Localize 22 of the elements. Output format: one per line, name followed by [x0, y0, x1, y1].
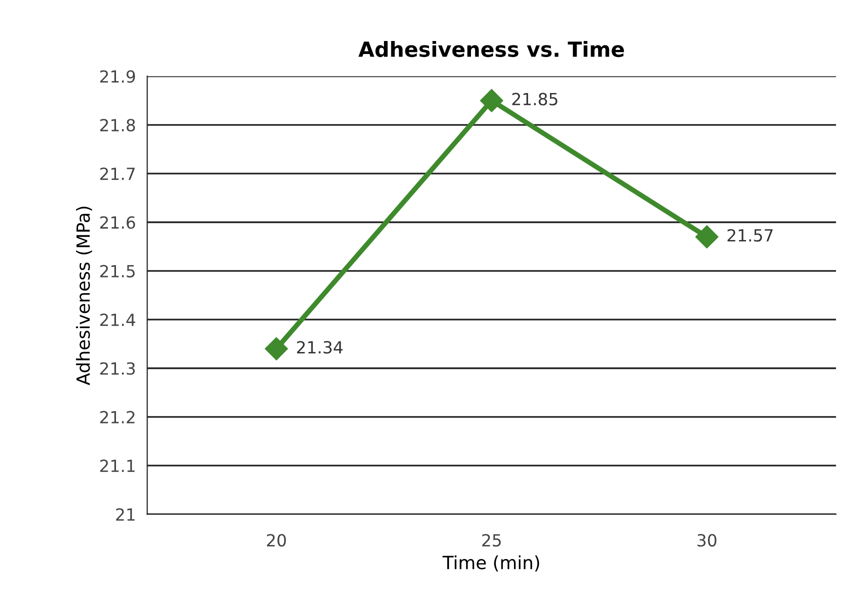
y-tick-label: 21.8	[100, 118, 135, 132]
x-tick-label: 20	[267, 534, 286, 547]
x-tick-label: 25	[482, 534, 501, 547]
y-tick-label: 21.6	[100, 216, 136, 229]
chart-title: Adhesiveness vs. Time	[358, 40, 624, 58]
y-axis-title: Adhesiveness (MPa)	[76, 206, 92, 386]
x-tick-label: 30	[698, 534, 716, 547]
y-tick-label: 21.4	[100, 314, 136, 326]
y-tick-label: 21	[116, 508, 135, 521]
y-tick-label: 21.2	[100, 410, 134, 424]
y-tick-label: 21.9	[100, 70, 135, 83]
point	[695, 225, 718, 248]
data-label: 21.57	[728, 229, 773, 242]
y-tick-label: 21.7	[100, 168, 135, 180]
y-tick-label: 21.5	[100, 264, 135, 278]
data-label: 21.34	[297, 341, 343, 354]
x-axis-title: Time (min)	[442, 555, 540, 572]
point	[264, 337, 288, 360]
y-tick-label: 21.3	[100, 362, 135, 375]
point	[480, 89, 504, 112]
y-tick-label: 21.1	[100, 460, 135, 472]
data-label: 21.85	[512, 92, 558, 106]
